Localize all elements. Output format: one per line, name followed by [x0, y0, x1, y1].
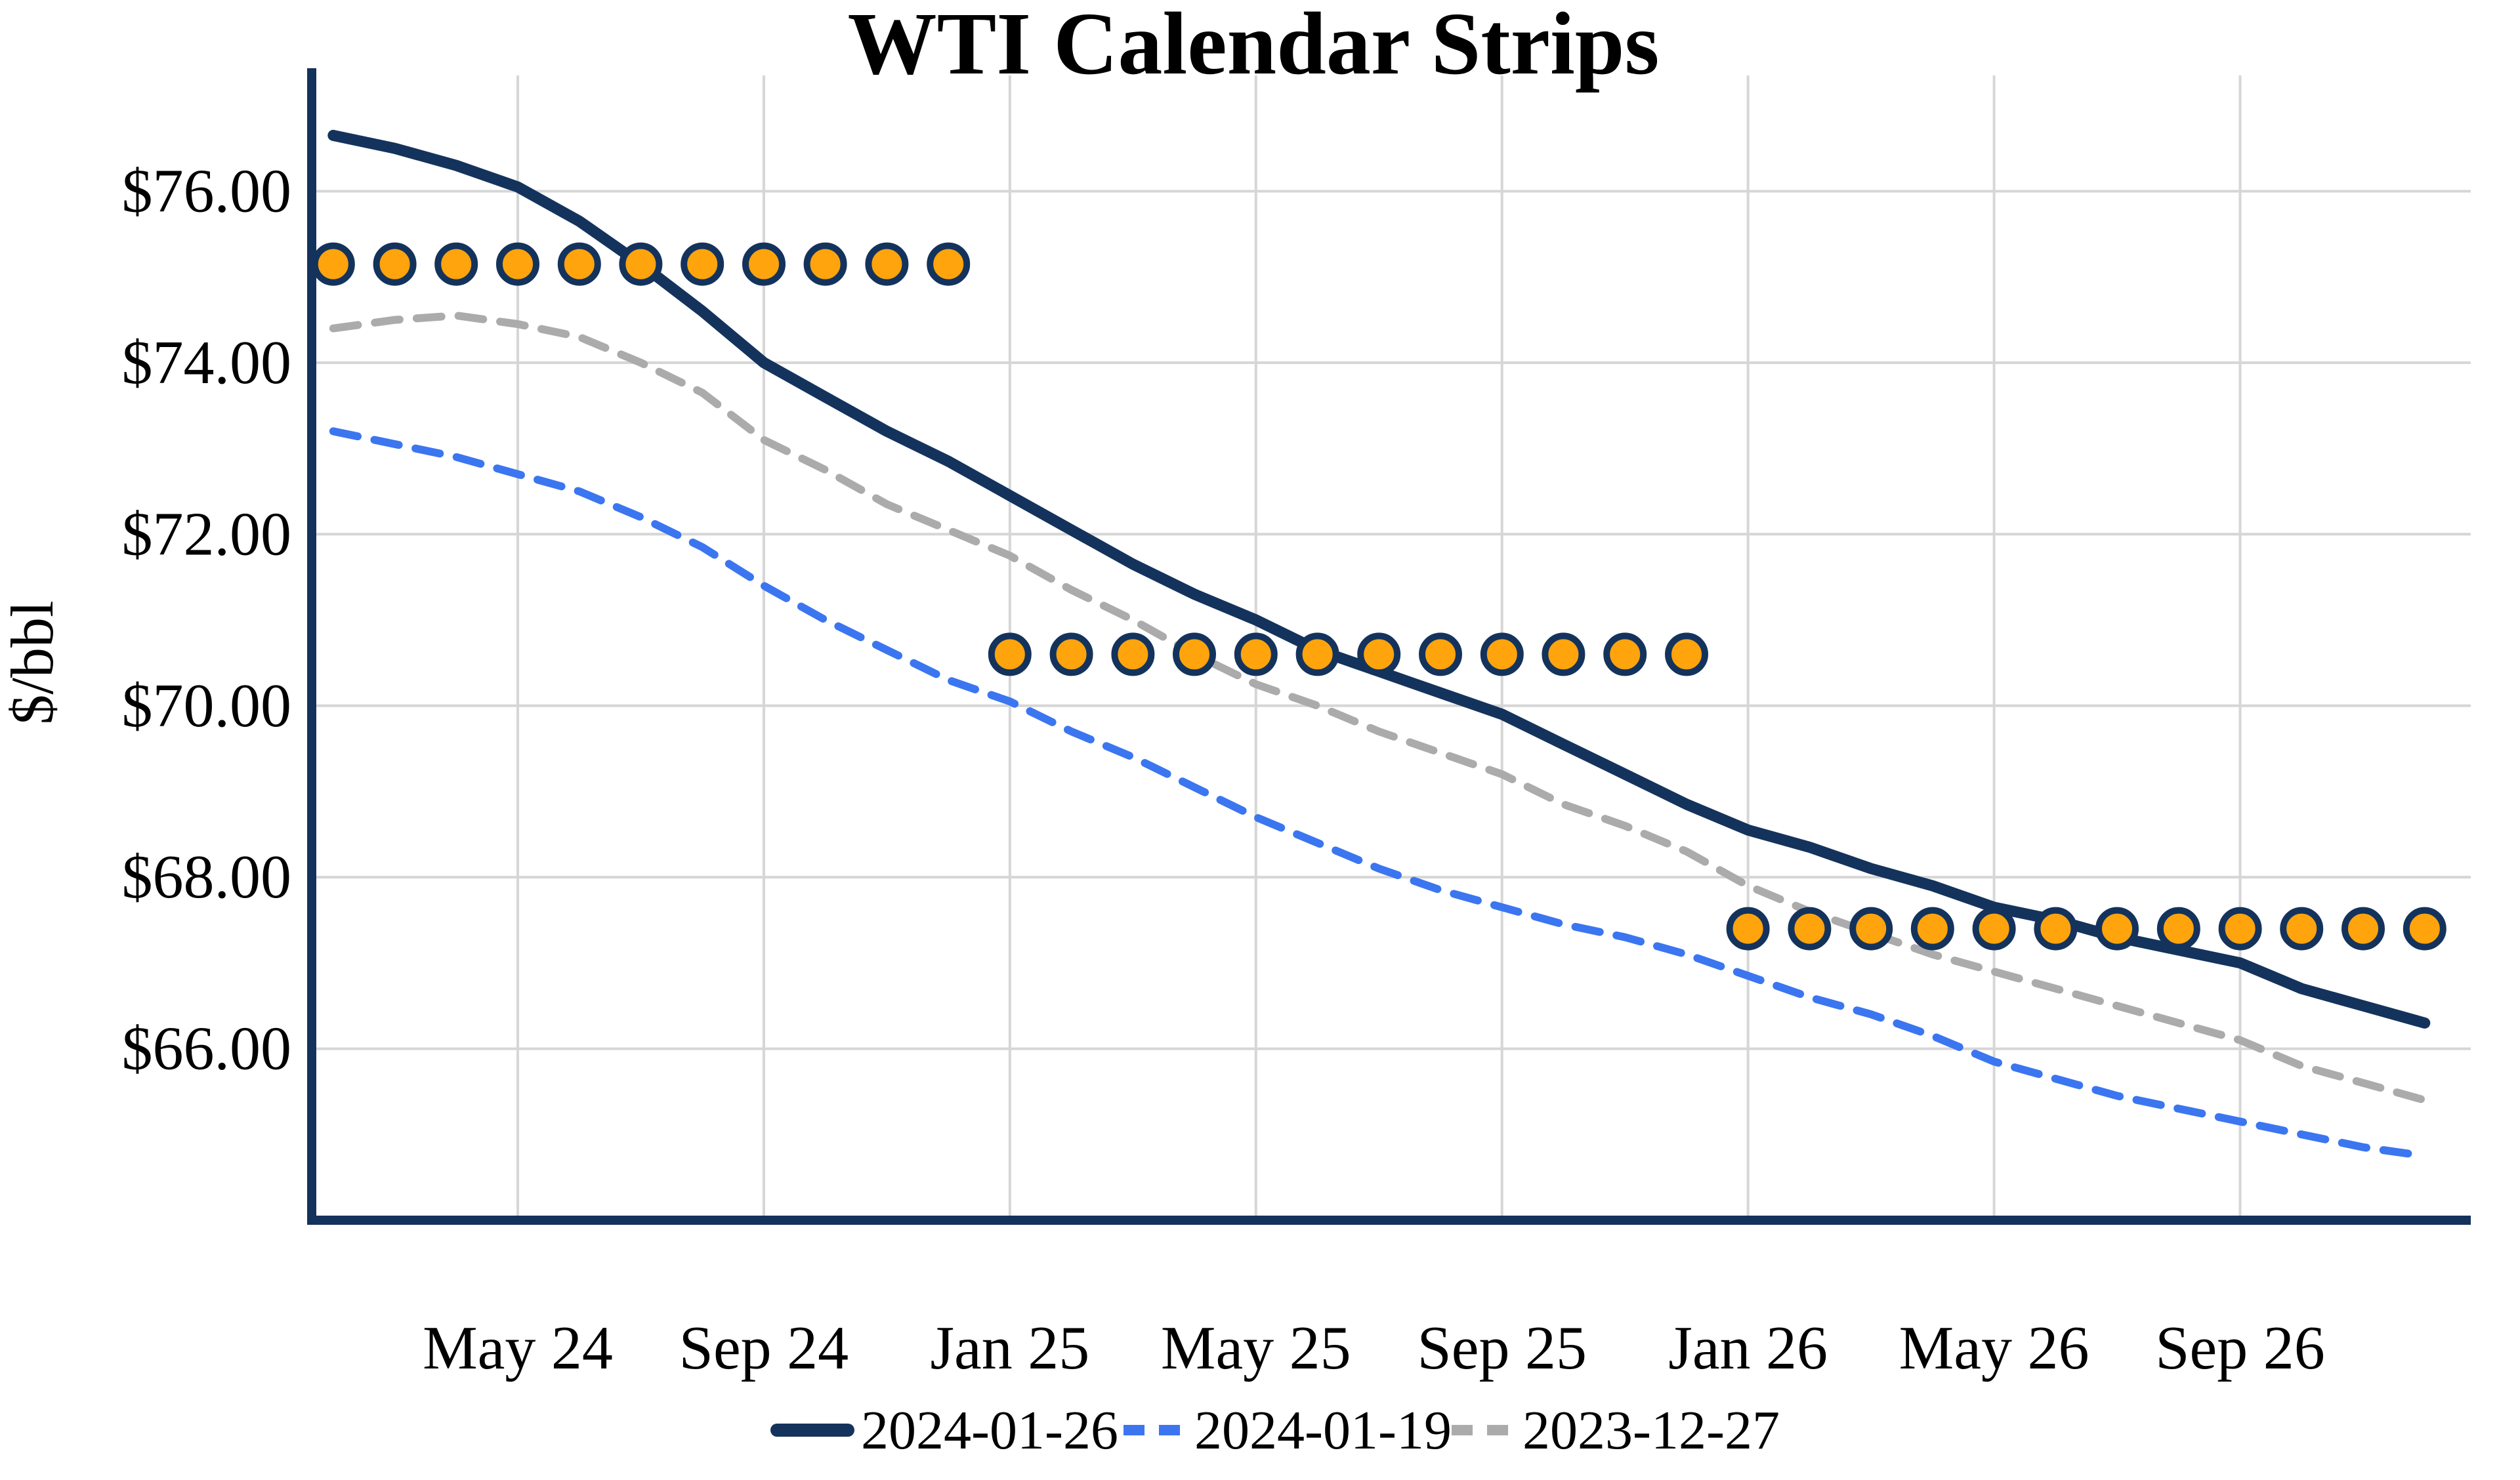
strip-dot	[2218, 907, 2262, 951]
strip-dot	[1234, 632, 1278, 676]
strip-dot	[1542, 632, 1586, 676]
chart-title: WTI Calendar Strips	[848, 0, 1660, 93]
strip-dot	[1480, 632, 1524, 676]
strip-dot	[619, 242, 663, 286]
strip-dot	[1111, 632, 1155, 676]
strip-dot	[2156, 907, 2200, 951]
strip-dot	[681, 242, 724, 286]
strip-dot	[557, 242, 601, 286]
strip-dot	[1910, 907, 1954, 951]
x-tick-label: Sep 24	[679, 1314, 849, 1382]
y-axis-tick-labels: $76.00 $74.00 $72.00 $70.00 $68.00 $66.00	[122, 157, 292, 1082]
legend-label: 2023-12-27	[1522, 1400, 1780, 1461]
x-axis-tick-labels: May 24 Sep 24 Jan 25 May 25 Sep 25 Jan 26 May …	[423, 1314, 2325, 1382]
strip-dot	[2095, 907, 2139, 951]
strip-dot	[373, 242, 417, 286]
y-tick-label: $76.00	[122, 157, 292, 225]
legend-item-2023-12-27: 2023-12-27	[1452, 1400, 1780, 1461]
y-tick-label: $66.00	[122, 1015, 292, 1083]
series-line-2023-12-27	[329, 312, 2429, 1104]
strip-dot	[927, 242, 971, 286]
strip-dot	[2342, 907, 2385, 951]
strip-dot	[1788, 907, 1832, 951]
strip-dot	[2403, 907, 2446, 951]
y-tick-label: $68.00	[122, 843, 292, 911]
strip-dot	[1603, 632, 1647, 676]
legend-label: 2024-01-19	[1194, 1400, 1452, 1461]
series-line-2024-01-19	[329, 427, 2429, 1160]
strip-dot	[1972, 907, 2016, 951]
y-tick-label: $72.00	[122, 500, 292, 568]
x-tick-label: Jan 25	[930, 1314, 1089, 1382]
strip-dot	[2034, 907, 2078, 951]
strip-dot	[496, 242, 539, 286]
strip-dot	[2280, 907, 2324, 951]
strip-dot	[1295, 632, 1339, 676]
x-tick-label: May 26	[1899, 1314, 2090, 1382]
x-tick-label: Jan 26	[1668, 1314, 1828, 1382]
strip-dot	[1357, 632, 1401, 676]
x-tick-label: May 24	[423, 1314, 613, 1382]
strip-dot	[434, 242, 478, 286]
gridlines	[312, 75, 2471, 1220]
y-tick-label: $70.00	[122, 672, 292, 740]
calendar-strip-dots	[311, 242, 2446, 951]
strip-dot	[311, 242, 355, 286]
legend-item-2024-01-19: 2024-01-19	[1124, 1400, 1452, 1461]
x-tick-label: Sep 25	[1417, 1314, 1587, 1382]
y-tick-label: $74.00	[122, 329, 292, 397]
y-axis-title: $/bbl	[0, 600, 66, 724]
strip-dot	[1173, 632, 1216, 676]
strip-dot	[1049, 632, 1093, 676]
strip-dot	[1419, 632, 1462, 676]
strip-dot	[803, 242, 847, 286]
strip-dot	[1726, 907, 1770, 951]
x-tick-label: Sep 26	[2155, 1314, 2325, 1382]
strip-dot	[1849, 907, 1893, 951]
strip-dot	[988, 632, 1032, 676]
legend: 2024-01-26 2024-01-19 2023-12-27	[770, 1400, 1780, 1461]
strip-dot	[742, 242, 786, 286]
legend-label: 2024-01-26	[861, 1400, 1118, 1461]
legend-item-2024-01-26: 2024-01-26	[770, 1400, 1118, 1461]
strip-dot	[1665, 632, 1708, 676]
x-tick-label: May 25	[1161, 1314, 1351, 1382]
strip-dot	[865, 242, 909, 286]
